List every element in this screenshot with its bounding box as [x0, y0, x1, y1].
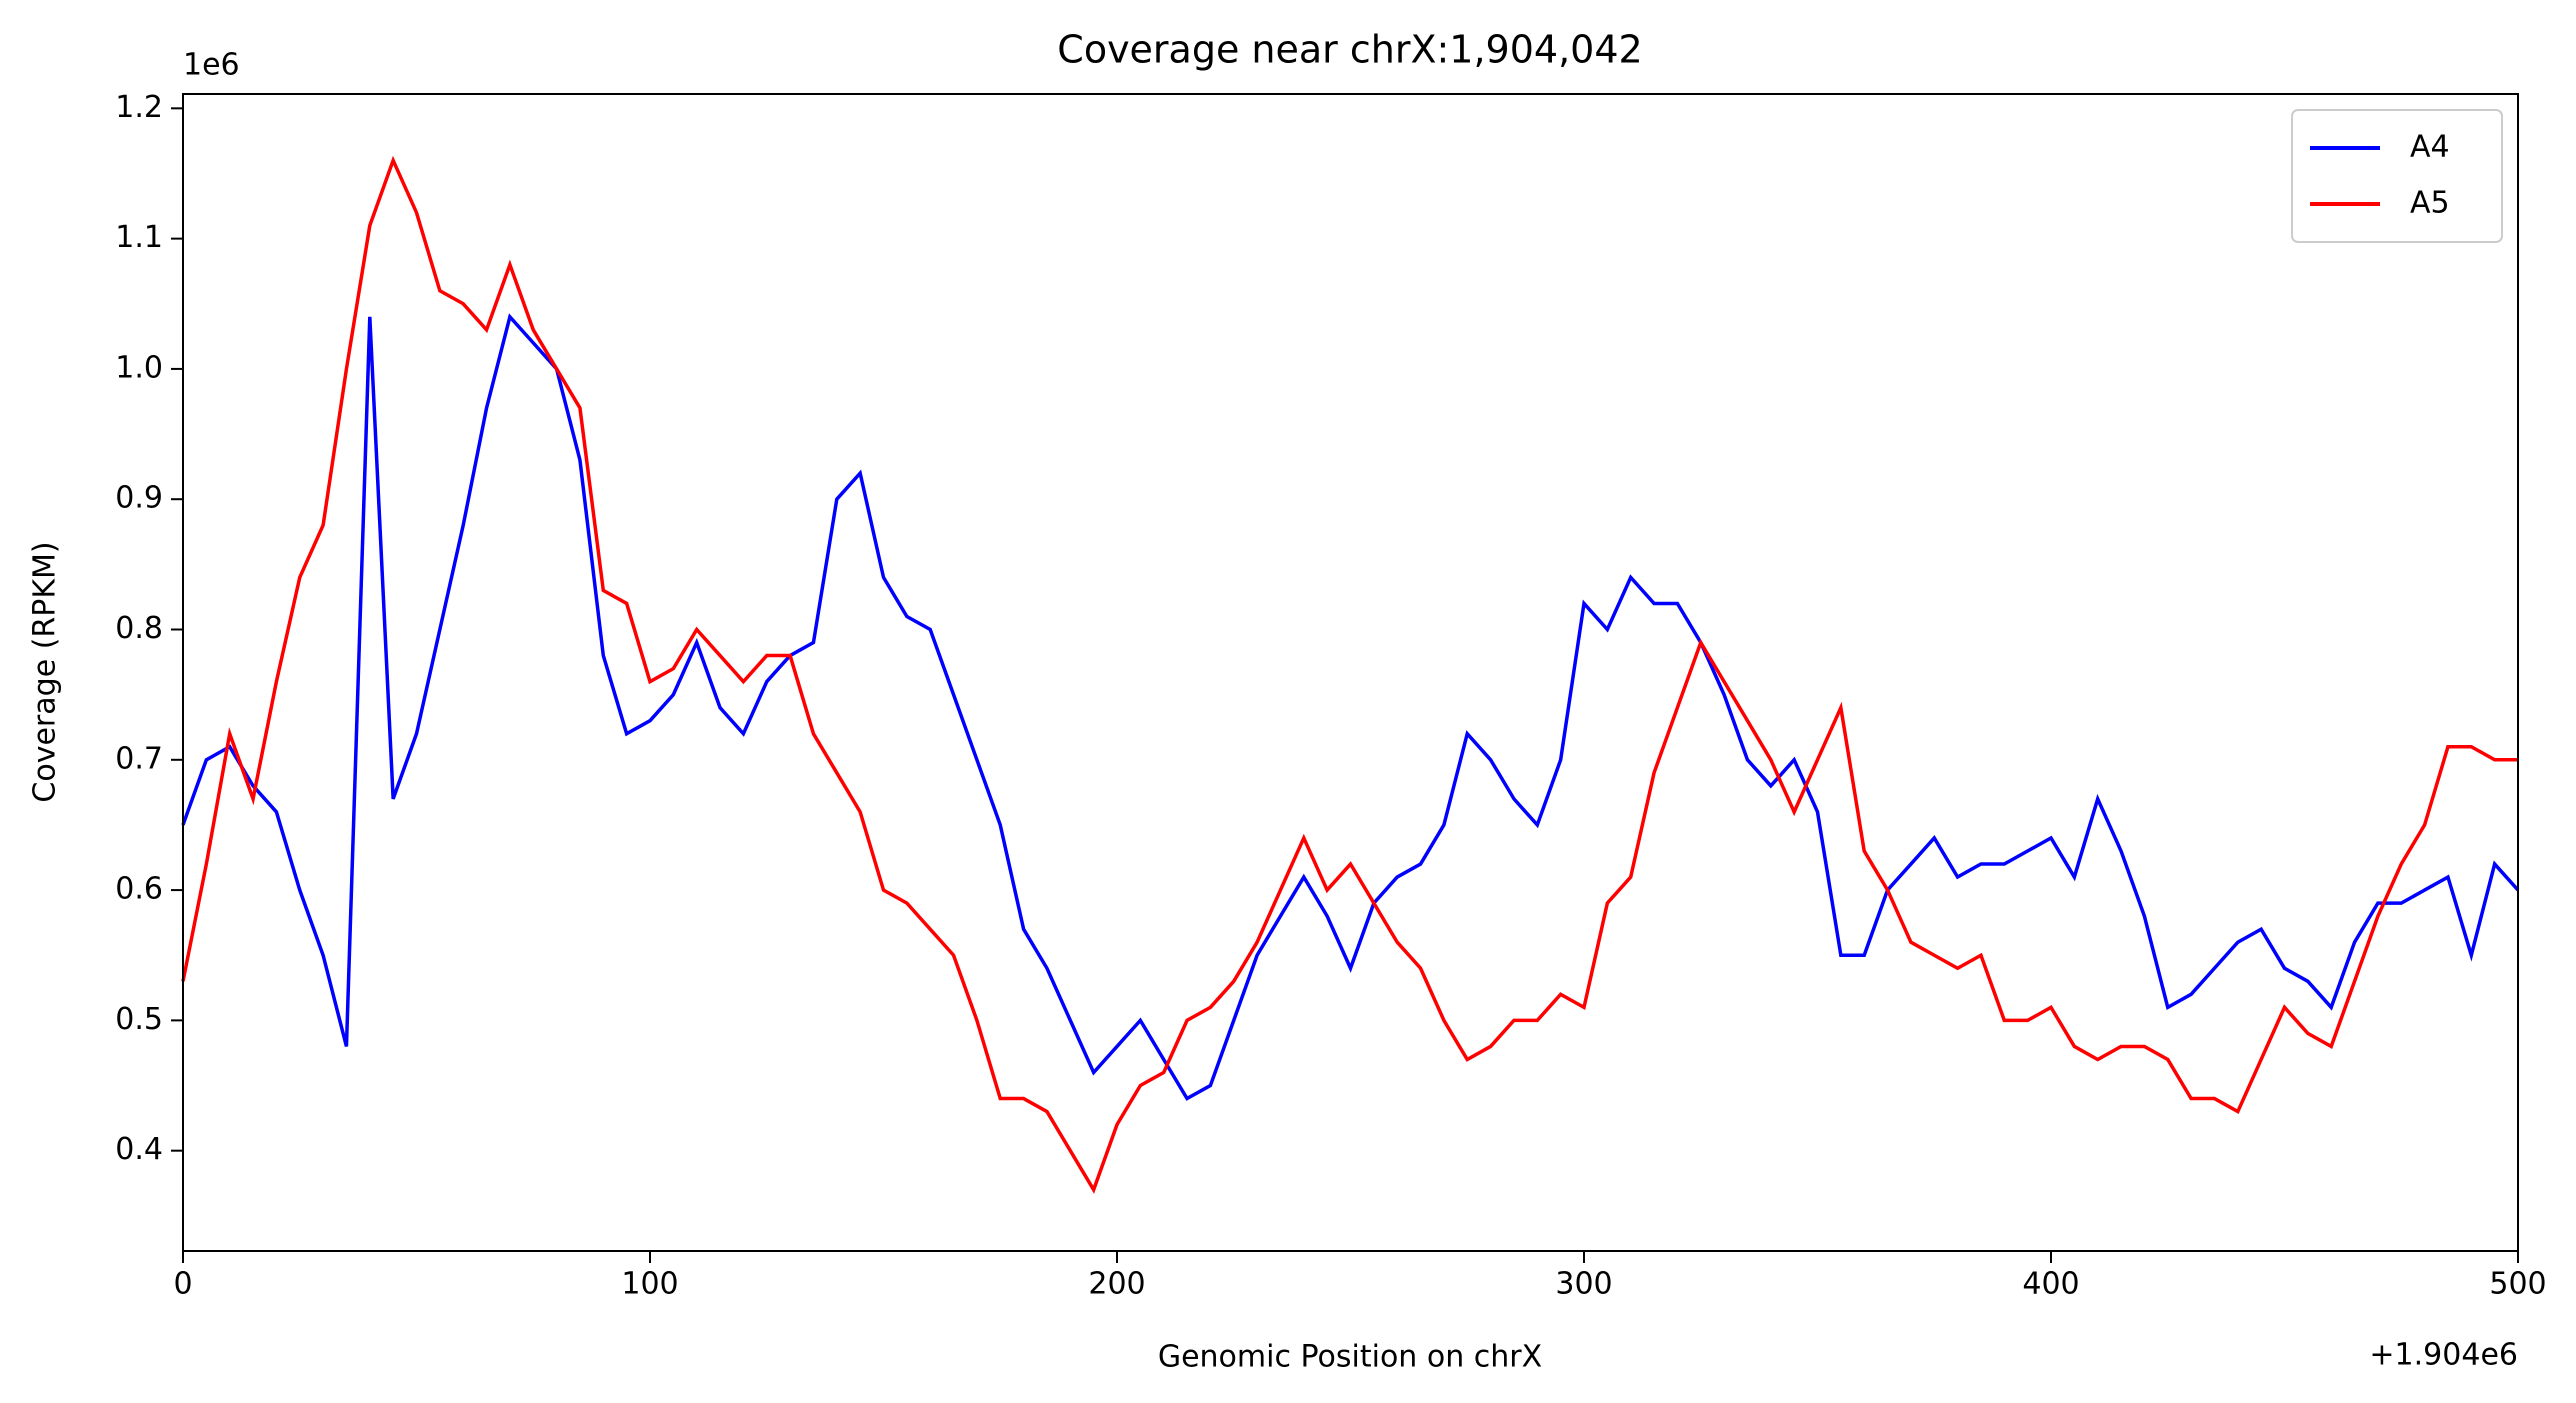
- y-tick-label: 0.8: [115, 611, 163, 646]
- y-tick-label: 0.9: [115, 481, 163, 516]
- legend-label: A4: [2410, 130, 2450, 165]
- y-tick-label: 1.0: [115, 350, 163, 385]
- x-tick-label: 0: [173, 1267, 192, 1302]
- series-line: [181, 155, 2518, 1194]
- legend-label: A5: [2410, 186, 2450, 221]
- y-tick-label: 0.7: [115, 741, 163, 776]
- y-offset-text: 1e6: [183, 48, 240, 83]
- y-axis-label: Coverage (RPKM): [28, 541, 63, 802]
- legend-box: [2291, 109, 2503, 243]
- chart-title: Coverage near chrX:1,904,042: [1057, 28, 1642, 72]
- y-tick-label: 0.6: [115, 872, 163, 907]
- series-line: [181, 313, 2520, 1101]
- x-axis-label: Genomic Position on chrX: [1158, 1340, 1542, 1375]
- y-tick-label: 1.2: [115, 90, 163, 125]
- x-tick-label: 300: [1555, 1267, 1612, 1302]
- y-tick-label: 0.4: [115, 1132, 163, 1167]
- plot-frame: [182, 93, 2519, 1252]
- x-tick-label: 400: [2022, 1267, 2079, 1302]
- x-tick-label: 200: [1088, 1267, 1145, 1302]
- y-tick-label: 0.5: [115, 1002, 163, 1037]
- x-offset-text: +1.904e6: [2369, 1338, 2518, 1373]
- x-tick-label: 100: [621, 1267, 678, 1302]
- x-tick-label: 500: [2489, 1267, 2546, 1302]
- y-tick-label: 1.1: [115, 220, 163, 255]
